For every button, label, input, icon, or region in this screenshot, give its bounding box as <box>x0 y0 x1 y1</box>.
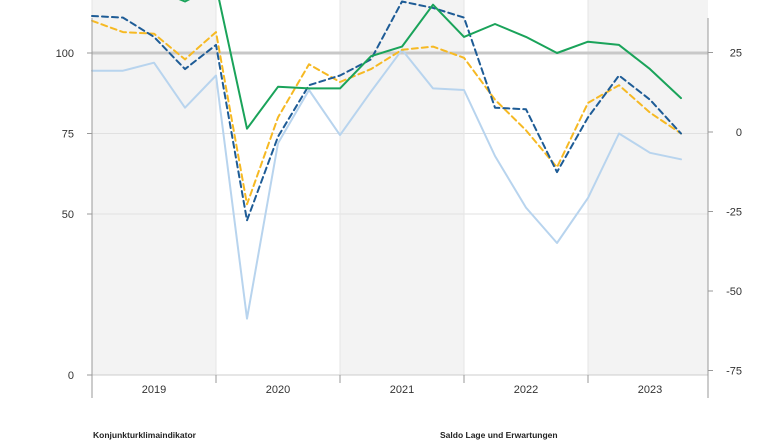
y-left-tick-label-0: 0 <box>68 370 74 382</box>
series-line-3 <box>91 19 682 206</box>
year-shading-bands <box>92 0 708 375</box>
y-axis-left: 05075100125 <box>56 18 93 398</box>
y-right-tick-label--25: -25 <box>726 207 742 219</box>
x-axis: 2019 2020 2021 2022 2023 <box>91 374 709 396</box>
legend-title-left: Konjunkturklimaindikator <box>93 430 196 440</box>
year-band-2023 <box>588 0 708 375</box>
x-tick-label-2021: 2021 <box>390 384 414 396</box>
series-line-1 <box>178 0 682 130</box>
x-tick-label-2019: 2019 <box>142 384 166 396</box>
y-left-tick-label-50: 50 <box>62 209 74 221</box>
series-line-4 <box>91 48 682 320</box>
y-right-tick-label-0: 0 <box>736 127 742 139</box>
year-band-2019 <box>92 0 216 375</box>
x-tick-label-2020: 2020 <box>266 384 290 396</box>
y-right-tick-label--75: -75 <box>726 366 742 378</box>
year-band-2021 <box>340 0 464 375</box>
series-lines <box>91 0 682 320</box>
y-right-tick-label--50: -50 <box>726 286 742 298</box>
y-axis-right: -75 -50 -25 0 25 <box>707 18 742 398</box>
legend-title-right: Saldo Lage und Erwartungen <box>440 430 558 440</box>
x-tick-label-2023: 2023 <box>638 384 662 396</box>
y-left-tick-label-75: 75 <box>62 129 74 141</box>
y-left-tick-label-100: 100 <box>56 48 74 60</box>
x-tick-label-2022: 2022 <box>514 384 538 396</box>
y-right-tick-label-25: 25 <box>730 48 742 60</box>
series-line-2 <box>91 0 682 222</box>
